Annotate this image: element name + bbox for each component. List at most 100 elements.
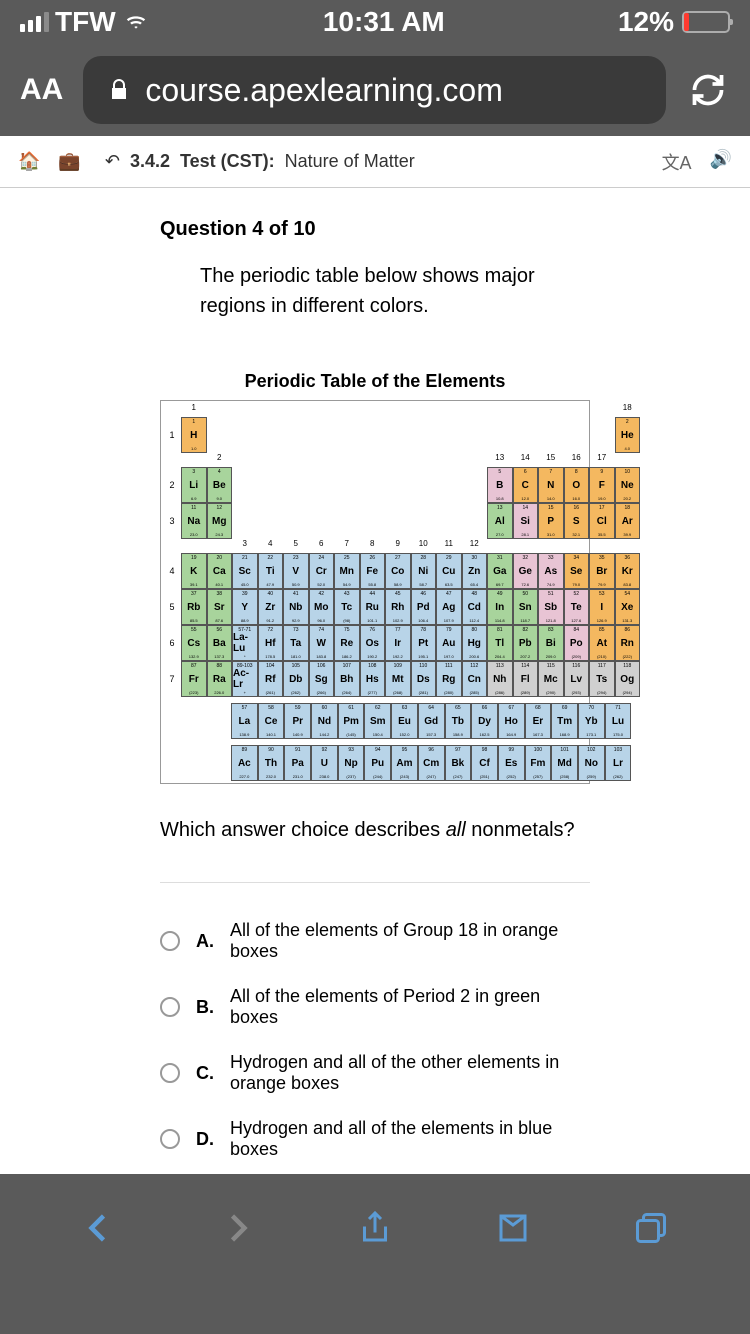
url-box[interactable]: course.apexlearning.com xyxy=(83,56,666,124)
header-icons-right: 文A 🔊 xyxy=(662,149,732,175)
element-C: 6C12.0 xyxy=(513,467,539,503)
element-Mo: 42Mo96.0 xyxy=(309,589,335,625)
element-Si: 14Si28.1 xyxy=(513,503,539,539)
element-Pd: 46Pd106.4 xyxy=(411,589,437,625)
back-arrow-icon[interactable]: ↶ xyxy=(105,151,120,172)
element-La: 57La138.9 xyxy=(231,703,258,739)
element-F: 9F19.0 xyxy=(589,467,615,503)
element-Rn: 86Rn(222) xyxy=(615,625,641,661)
bookmarks-button[interactable] xyxy=(491,1206,535,1250)
element-Bi: 83Bi209.0 xyxy=(538,625,564,661)
element-Hf: 72Hf178.5 xyxy=(258,625,284,661)
element-Nh: 113Nh(286) xyxy=(487,661,513,697)
element-Sn: 50Sn118.7 xyxy=(513,589,539,625)
element-Cm: 96Cm(247) xyxy=(418,745,445,781)
element-Pr: 59Pr140.9 xyxy=(284,703,311,739)
element-Ar: 18Ar39.9 xyxy=(615,503,641,539)
question-title: Question 4 of 10 xyxy=(160,218,590,241)
element-Sb: 51Sb121.8 xyxy=(538,589,564,625)
browser-bar: AA course.apexlearning.com xyxy=(0,44,750,136)
element-Ru: 44Ru101.1 xyxy=(360,589,386,625)
radio-icon xyxy=(160,997,180,1017)
element-Ge: 32Ge72.6 xyxy=(513,553,539,589)
element-Og: 118Og(294) xyxy=(615,661,641,697)
element-Hs: 108Hs(277) xyxy=(360,661,386,697)
element-Tl: 81Tl204.4 xyxy=(487,625,513,661)
element-B: 5B10.8 xyxy=(487,467,513,503)
element-Au: 79Au197.0 xyxy=(436,625,462,661)
element-Pt: 78Pt195.1 xyxy=(411,625,437,661)
element-U: 92U238.0 xyxy=(311,745,338,781)
element-Te: 52Te127.6 xyxy=(564,589,590,625)
element-Cf: 98Cf(251) xyxy=(471,745,498,781)
element-Fr: 87Fr(223) xyxy=(181,661,207,697)
element-Sg: 106Sg(266) xyxy=(309,661,335,697)
element-Kr: 36Kr83.8 xyxy=(615,553,641,589)
reload-button[interactable] xyxy=(686,68,730,112)
element-Nb: 41Nb92.9 xyxy=(283,589,309,625)
back-button[interactable] xyxy=(77,1206,121,1250)
element-Cr: 24Cr52.0 xyxy=(309,553,335,589)
bottom-nav xyxy=(0,1174,750,1282)
briefcase-icon[interactable]: 💼 xyxy=(58,151,80,172)
question-text: The periodic table below shows major reg… xyxy=(200,261,590,321)
element-Ni: 28Ni58.7 xyxy=(411,553,437,589)
element-Nd: 60Nd144.2 xyxy=(311,703,338,739)
element-P: 15P31.0 xyxy=(538,503,564,539)
element-Se: 34Se79.0 xyxy=(564,553,590,589)
forward-button[interactable] xyxy=(215,1206,259,1250)
element-Pm: 61Pm(145) xyxy=(338,703,365,739)
status-left: TFW xyxy=(20,6,150,38)
answer-d[interactable]: D.Hydrogen and all of the elements in bl… xyxy=(160,1106,590,1172)
element-Rb: 37Rb85.5 xyxy=(181,589,207,625)
header-bar: 🏠 💼 ↶ 3.4.2 Test (CST): Nature of Matter… xyxy=(0,136,750,188)
element-Cl: 17Cl35.5 xyxy=(589,503,615,539)
element-Gd: 64Gd157.3 xyxy=(418,703,445,739)
element-Lr: 103Lr(262) xyxy=(605,745,632,781)
element-Th: 90Th232.0 xyxy=(258,745,285,781)
element-Cs: 55Cs132.9 xyxy=(181,625,207,661)
element-Sc: 21Sc45.0 xyxy=(232,553,258,589)
radio-icon xyxy=(160,1063,180,1083)
element-Ta: 73Ta181.0 xyxy=(283,625,309,661)
element-Bk: 97Bk(247) xyxy=(445,745,472,781)
question-subtitle: Which answer choice describes all nonmet… xyxy=(160,819,590,842)
element-Md: 101Md(258) xyxy=(551,745,578,781)
element-Cu: 29Cu63.5 xyxy=(436,553,462,589)
answer-b[interactable]: B.All of the elements of Period 2 in gre… xyxy=(160,974,590,1040)
element-As: 33As74.9 xyxy=(538,553,564,589)
element-Ds: 110Ds(281) xyxy=(411,661,437,697)
element-Bh: 107Bh(264) xyxy=(334,661,360,697)
answer-c[interactable]: C.Hydrogen and all of the other elements… xyxy=(160,1040,590,1106)
element-Sr: 38Sr87.6 xyxy=(207,589,233,625)
element-Cd: 48Cd112.4 xyxy=(462,589,488,625)
signal-icon xyxy=(20,12,49,32)
tabs-button[interactable] xyxy=(629,1206,673,1250)
element-In: 49In114.8 xyxy=(487,589,513,625)
question-area: Question 4 of 10 The periodic table belo… xyxy=(0,188,750,1174)
element-Ba: 56Ba137.3 xyxy=(207,625,233,661)
translate-icon[interactable]: 文A xyxy=(662,149,692,175)
element-Be: 4Be9.0 xyxy=(207,467,233,503)
share-button[interactable] xyxy=(353,1206,397,1250)
periodic-table-title: Periodic Table of the Elements xyxy=(160,371,590,392)
element-Ac: 89Ac227.0 xyxy=(231,745,258,781)
element-Br: 35Br79.9 xyxy=(589,553,615,589)
element-Ac-Lr: 89-103Ac-Lr+ xyxy=(232,661,258,697)
element-Lu: 71Lu175.0 xyxy=(605,703,632,739)
element-Ts: 117Ts(294) xyxy=(589,661,615,697)
element-Al: 13Al27.0 xyxy=(487,503,513,539)
element-Xe: 54Xe131.3 xyxy=(615,589,641,625)
audio-icon[interactable]: 🔊 xyxy=(710,149,732,175)
answer-a[interactable]: A.All of the elements of Group 18 in ora… xyxy=(160,908,590,974)
element-He: 2He4.0 xyxy=(615,417,641,453)
element-W: 74W183.8 xyxy=(309,625,335,661)
battery-label: 12% xyxy=(618,6,674,38)
element-Es: 99Es(252) xyxy=(498,745,525,781)
element-Eu: 63Eu152.0 xyxy=(391,703,418,739)
element-Mn: 25Mn54.9 xyxy=(334,553,360,589)
answers: A.All of the elements of Group 18 in ora… xyxy=(160,882,590,1172)
element-S: 16S32.1 xyxy=(564,503,590,539)
home-icon[interactable]: 🏠 xyxy=(18,151,40,172)
text-size-button[interactable]: AA xyxy=(20,73,63,107)
